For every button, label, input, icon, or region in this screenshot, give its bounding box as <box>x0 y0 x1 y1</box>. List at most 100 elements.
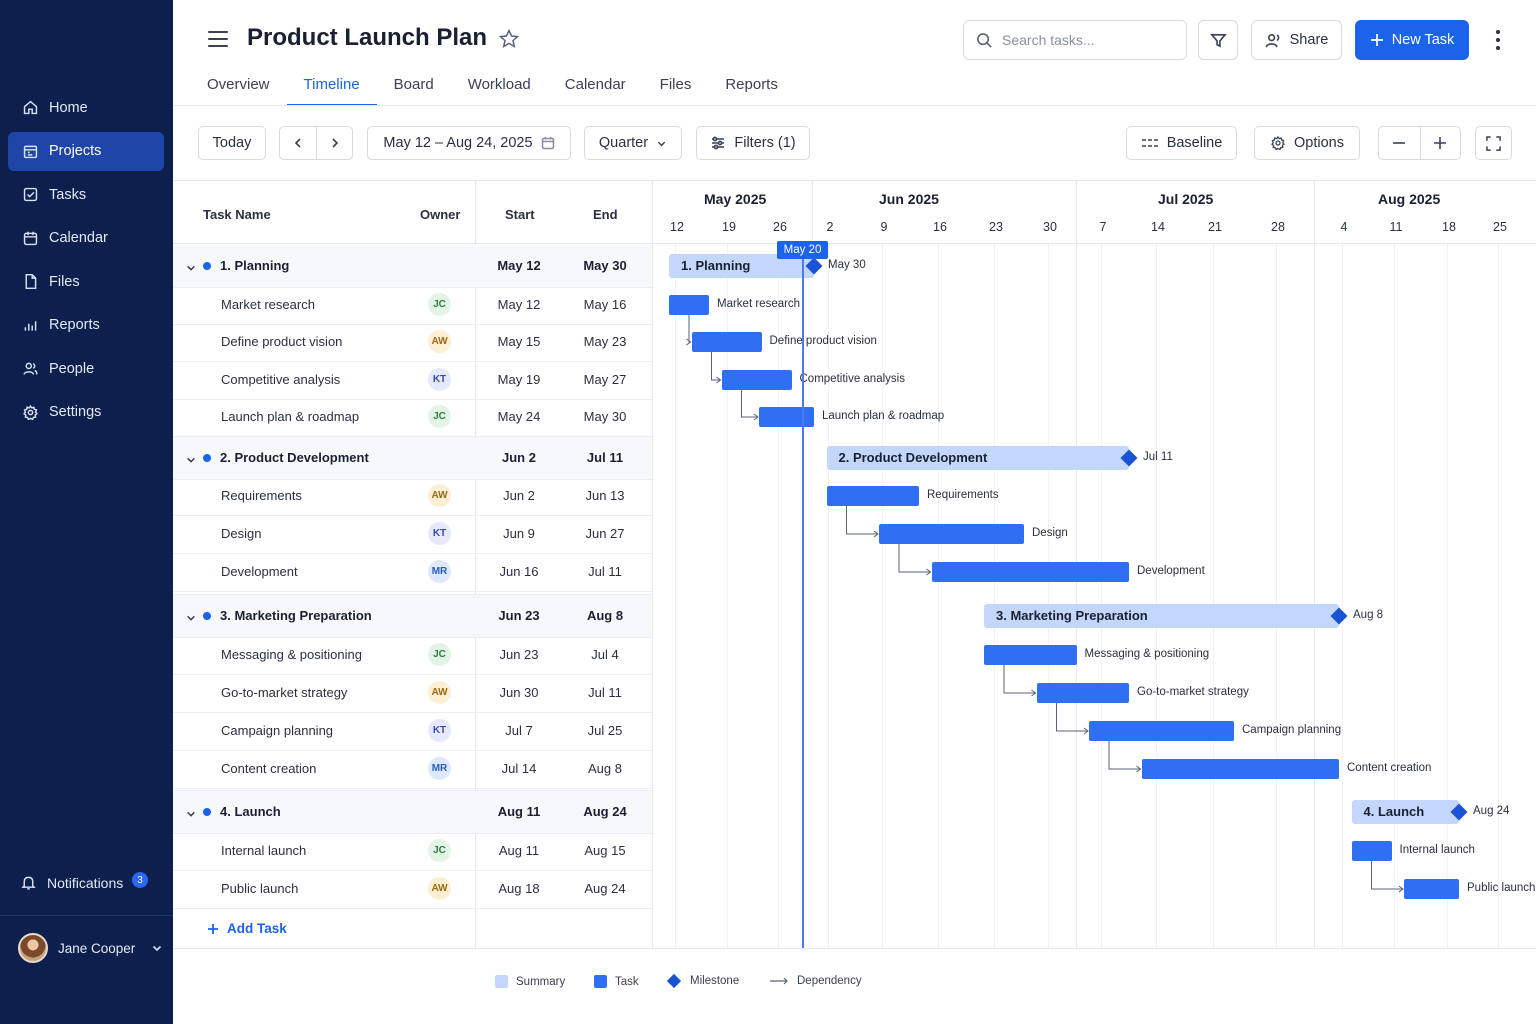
summary-bar[interactable]: 4. Launch <box>1351 800 1459 824</box>
baseline-button[interactable]: Baseline <box>1126 126 1237 160</box>
task-name[interactable]: Requirements <box>221 488 302 503</box>
zoom-in-button[interactable] <box>1419 127 1461 159</box>
task-name[interactable]: Launch plan & roadmap <box>221 409 360 424</box>
end-date[interactable]: Aug 15 <box>584 843 626 858</box>
search-field[interactable] <box>963 20 1187 60</box>
start-date[interactable]: Aug 11 <box>498 843 540 858</box>
end-date[interactable]: Aug 24 <box>584 881 626 896</box>
owner-avatar[interactable]: KT <box>428 719 451 742</box>
sidebar-item-projects[interactable]: Projects <box>8 131 164 171</box>
chevron-down-icon[interactable] <box>186 611 196 621</box>
start-date[interactable]: May 12 <box>497 297 541 312</box>
start-date[interactable]: Aug 11 <box>497 804 541 819</box>
task-bar[interactable] <box>1351 841 1392 861</box>
sidebar-item-reports[interactable]: Reports <box>8 306 164 345</box>
filter-button[interactable] <box>1198 20 1238 60</box>
task-name[interactable]: Competitive analysis <box>221 372 341 387</box>
start-date[interactable]: Jun 30 <box>499 685 539 700</box>
header-start[interactable]: Start <box>505 207 535 222</box>
today-button[interactable]: Today <box>198 126 266 160</box>
task-bar[interactable] <box>1404 879 1459 899</box>
owner-avatar[interactable]: JC <box>428 839 451 862</box>
sidebar-item-tasks[interactable]: Tasks <box>8 175 164 214</box>
tab-calendar[interactable]: Calendar <box>564 76 626 93</box>
task-bar[interactable] <box>1141 759 1339 779</box>
tab-files[interactable]: Files <box>659 76 692 93</box>
tab-board[interactable]: Board <box>393 76 434 93</box>
task-bar[interactable] <box>931 562 1129 582</box>
start-date[interactable]: Jul 14 <box>501 761 537 776</box>
task-bar[interactable] <box>879 524 1024 544</box>
group-row[interactable] <box>173 791 652 833</box>
group-name[interactable]: 3. Marketing Preparation <box>220 608 372 623</box>
share-button[interactable]: Share <box>1251 20 1342 60</box>
end-date[interactable]: Aug 8 <box>588 761 622 776</box>
start-date[interactable]: Jun 23 <box>498 608 540 623</box>
task-name[interactable]: Go-to-market strategy <box>221 685 348 700</box>
tab-reports[interactable]: Reports <box>725 76 778 93</box>
end-date[interactable]: May 30 <box>583 258 627 273</box>
star-icon[interactable] <box>498 28 520 50</box>
header-task-name[interactable]: Task Name <box>203 207 271 222</box>
task-bar[interactable] <box>669 295 709 315</box>
chevron-down-icon[interactable] <box>186 261 196 271</box>
group-row[interactable] <box>173 595 652 637</box>
task-bar[interactable] <box>826 486 919 506</box>
end-date[interactable]: Jul 4 <box>591 647 619 662</box>
group-name[interactable]: 2. Product Development <box>220 450 369 465</box>
owner-avatar[interactable]: KT <box>428 368 451 391</box>
end-date[interactable]: Jul 25 <box>587 723 623 738</box>
header-owner[interactable]: Owner <box>420 207 461 222</box>
end-date[interactable]: Aug 24 <box>583 804 627 819</box>
group-name[interactable]: 1. Planning <box>220 258 290 273</box>
tab-overview[interactable]: Overview <box>207 76 270 93</box>
start-date[interactable]: Jun 23 <box>499 647 539 662</box>
header-end[interactable]: End <box>593 207 618 222</box>
chevron-down-icon[interactable] <box>186 807 196 817</box>
end-date[interactable]: May 16 <box>583 297 627 312</box>
owner-avatar[interactable]: AW <box>428 484 451 507</box>
end-date[interactable]: Aug 8 <box>586 608 624 623</box>
add-task-button[interactable]: Add Task <box>207 921 287 936</box>
view-scale-select[interactable]: Quarter <box>584 126 682 160</box>
start-date[interactable]: Jun 9 <box>503 526 535 541</box>
owner-avatar[interactable]: MR <box>428 757 451 780</box>
task-bar[interactable] <box>1036 683 1129 703</box>
group-name[interactable]: 4. Launch <box>220 804 281 819</box>
start-date[interactable]: Jun 2 <box>502 450 536 465</box>
start-date[interactable]: May 19 <box>497 372 541 387</box>
task-name[interactable]: Messaging & positioning <box>221 647 362 662</box>
sidebar-item-files[interactable]: Files <box>8 262 164 301</box>
start-date[interactable]: Jun 16 <box>499 564 539 579</box>
summary-bar[interactable]: 3. Marketing Preparation <box>984 604 1339 628</box>
owner-avatar[interactable]: MR <box>428 560 451 583</box>
owner-avatar[interactable]: JC <box>428 293 451 316</box>
task-name[interactable]: Campaign planning <box>221 723 334 738</box>
chevron-down-icon[interactable] <box>186 453 196 463</box>
end-date[interactable]: Jul 11 <box>588 564 622 579</box>
tab-workload[interactable]: Workload <box>467 76 531 93</box>
next-period-button[interactable] <box>316 127 352 159</box>
start-date[interactable]: Aug 18 <box>498 881 540 896</box>
owner-avatar[interactable]: AW <box>428 330 451 353</box>
menu-icon[interactable] <box>208 31 228 47</box>
start-date[interactable]: Jul 7 <box>505 723 533 738</box>
task-name[interactable]: Design <box>221 526 262 541</box>
start-date[interactable]: May 24 <box>497 409 541 424</box>
owner-avatar[interactable]: JC <box>428 643 451 666</box>
end-date[interactable]: May 27 <box>583 372 627 387</box>
task-name[interactable]: Market research <box>221 297 315 312</box>
group-row[interactable] <box>173 245 652 287</box>
task-name[interactable]: Internal launch <box>221 843 307 858</box>
zoom-out-button[interactable] <box>1379 127 1420 159</box>
start-date[interactable]: Jun 2 <box>503 488 535 503</box>
fullscreen-button[interactable] <box>1475 126 1512 160</box>
end-date[interactable]: Jul 11 <box>588 685 622 700</box>
task-name[interactable]: Public launch <box>221 881 299 896</box>
start-date[interactable]: May 15 <box>497 334 541 349</box>
sidebar-item-calendar[interactable]: Calendar <box>8 219 164 258</box>
sidebar-item-home[interactable]: Home <box>8 88 164 127</box>
end-date[interactable]: Jun 13 <box>585 488 625 503</box>
new-task-button[interactable]: New Task <box>1355 20 1469 60</box>
group-row[interactable] <box>173 437 652 479</box>
